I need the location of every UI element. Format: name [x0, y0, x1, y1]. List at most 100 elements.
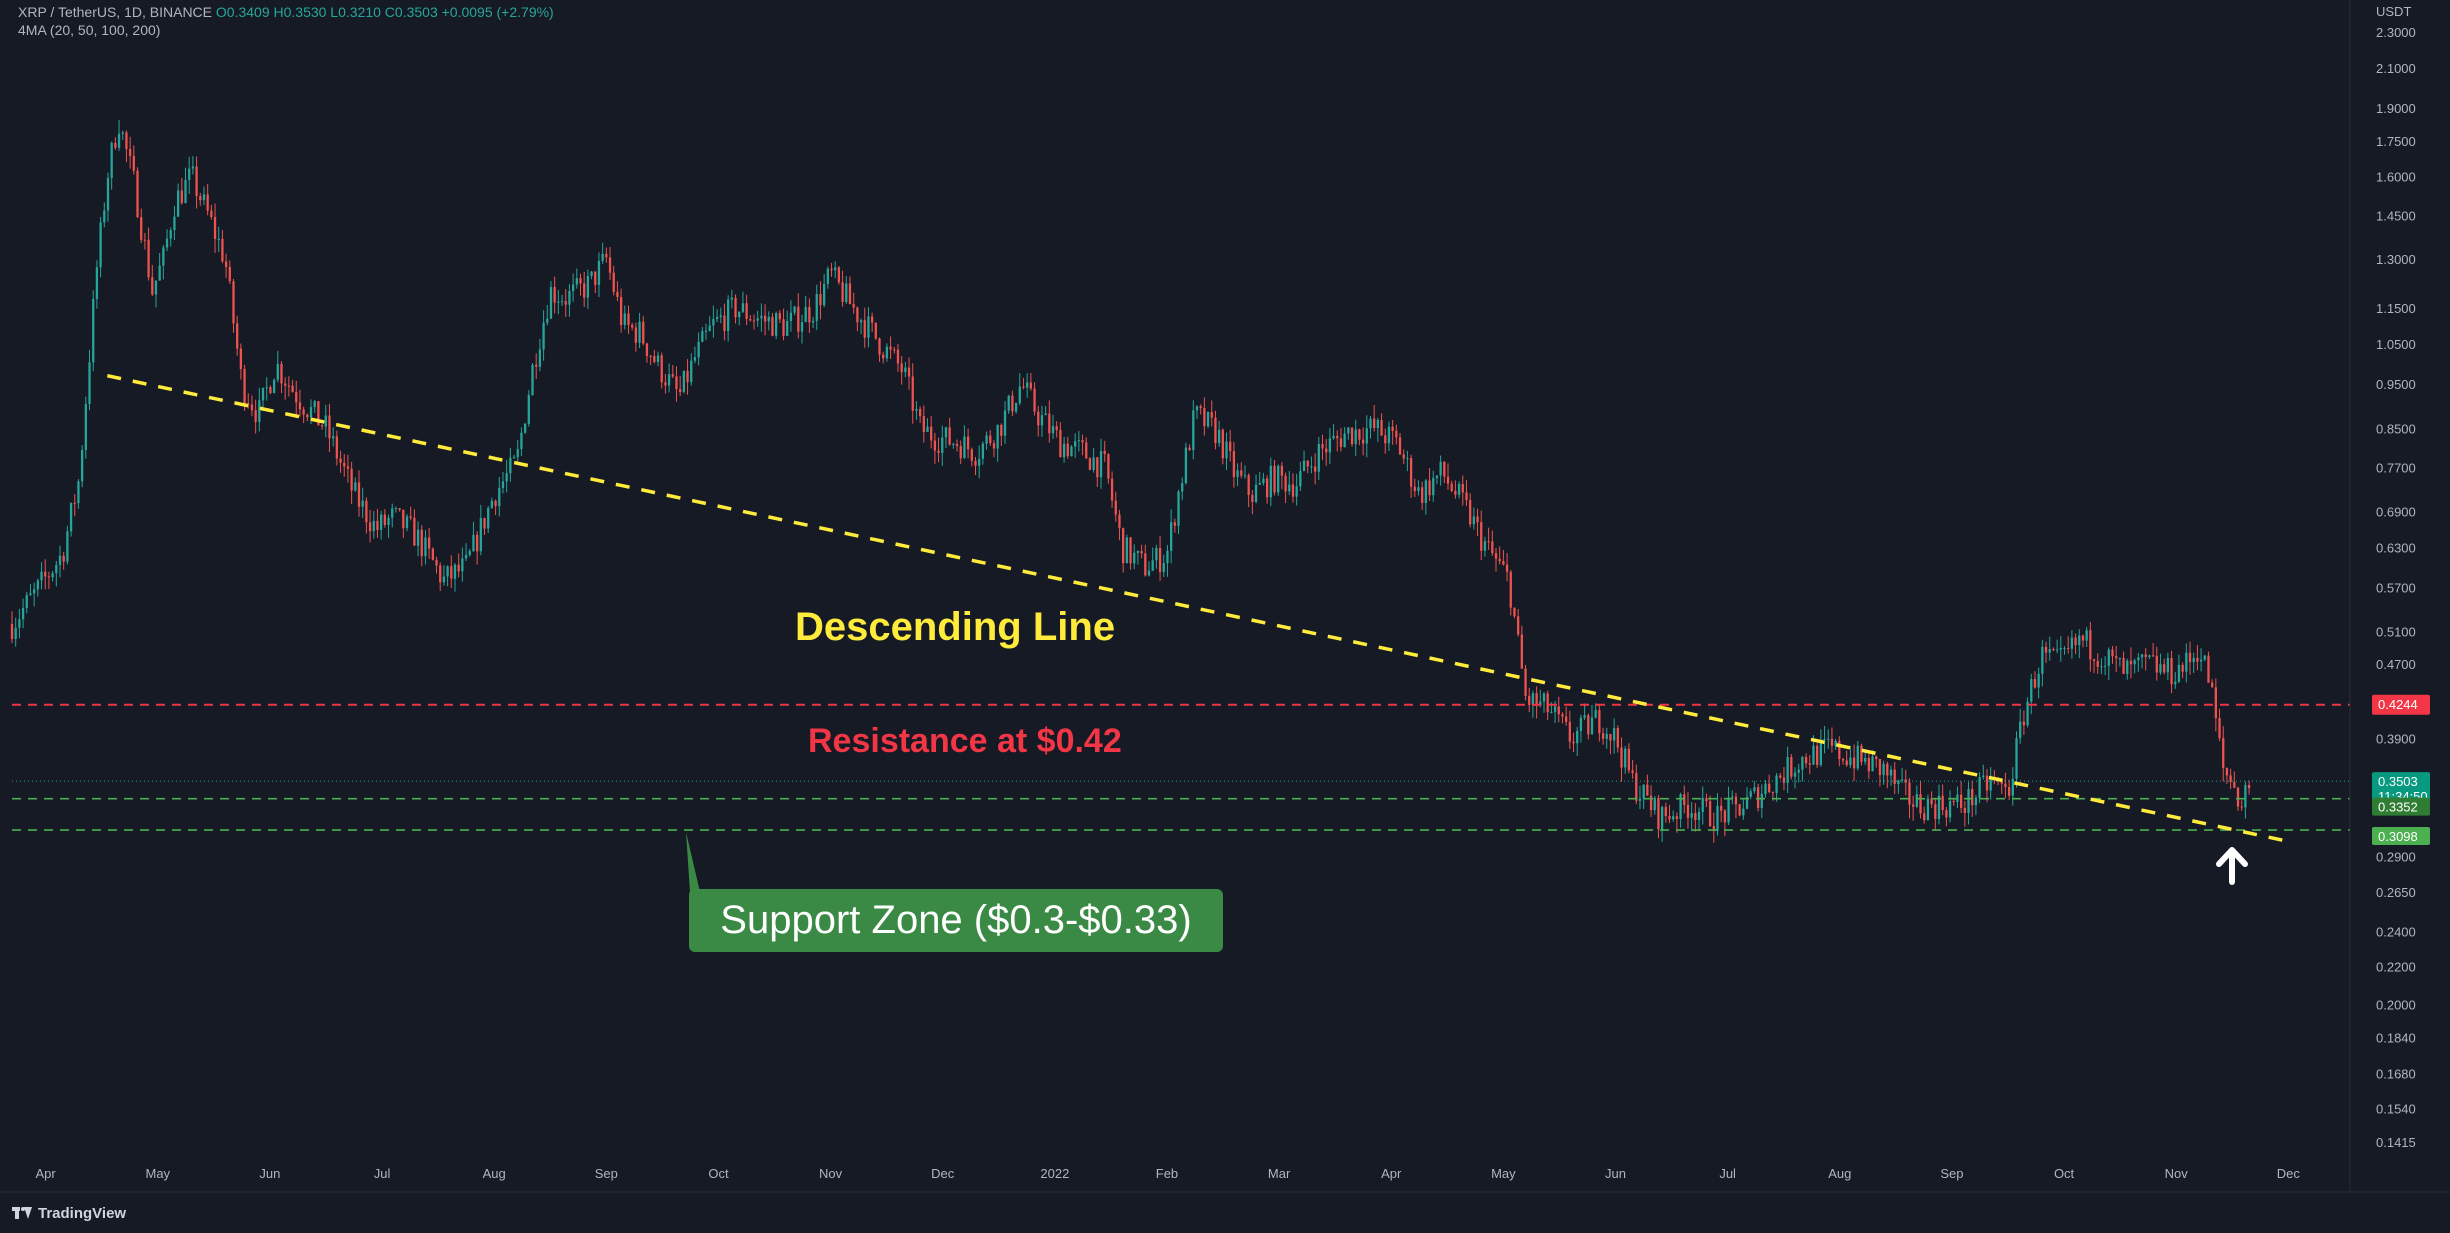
y-tick-label: 0.5700: [2376, 580, 2416, 595]
candle: [2163, 658, 2166, 675]
candle-body: [1915, 794, 1918, 807]
candle: [1945, 806, 1948, 827]
candle-body: [2115, 656, 2118, 659]
candle: [428, 527, 431, 559]
candle-body: [1003, 410, 1007, 436]
candle-body: [697, 341, 700, 358]
candle: [616, 281, 619, 302]
candle-body: [612, 272, 615, 292]
candle-body: [1583, 715, 1586, 718]
candle: [1088, 457, 1092, 471]
candle: [103, 202, 106, 228]
candle: [2078, 629, 2081, 659]
candle: [33, 582, 36, 607]
candle: [867, 307, 870, 348]
candle: [1948, 790, 1952, 823]
candle: [14, 617, 17, 647]
candle-body: [2074, 637, 2077, 646]
candle: [760, 303, 763, 332]
candle-body: [1841, 758, 1845, 761]
candle: [1195, 405, 1199, 419]
candle: [1003, 401, 1007, 444]
candle: [778, 310, 781, 323]
candle-body: [1963, 807, 1966, 814]
candle: [106, 172, 110, 222]
candle: [2048, 636, 2051, 661]
candle: [553, 276, 556, 314]
symbol-legend[interactable]: XRP / TetherUS, 1D, BINANCE O0.3409 H0.3…: [18, 4, 554, 20]
candle-body: [1048, 413, 1051, 434]
candle: [365, 497, 368, 534]
candle: [51, 571, 54, 582]
candle: [653, 349, 656, 364]
candle: [1590, 704, 1594, 735]
candle-body: [1945, 810, 1948, 818]
candle-body: [2026, 701, 2029, 726]
candle-body: [1631, 770, 1634, 773]
candle: [701, 326, 704, 343]
candle: [1561, 712, 1564, 724]
candle: [1505, 553, 1509, 582]
candle: [752, 314, 756, 330]
candle: [99, 216, 102, 278]
candle: [948, 417, 951, 446]
candle: [789, 300, 793, 332]
indicator-legend[interactable]: 4MA (20, 50, 100, 200): [18, 22, 161, 38]
candle: [291, 379, 294, 393]
candle: [1930, 791, 1933, 809]
candle: [25, 591, 28, 614]
candle-body: [941, 437, 944, 453]
candle-body: [143, 239, 147, 241]
candle-body: [154, 280, 158, 295]
candle-body: [1421, 487, 1424, 503]
candle-body: [428, 537, 431, 549]
candle-body: [1384, 435, 1387, 444]
candle: [1236, 463, 1239, 487]
candle-body: [269, 387, 272, 394]
candle-body: [2236, 787, 2240, 807]
candle: [981, 441, 985, 465]
symbol-info[interactable]: XRP / TetherUS, 1D, BINANCE: [18, 4, 212, 20]
x-tick-label: Jul: [1719, 1166, 1736, 1181]
support-callout-box: [689, 889, 1223, 952]
candle-body: [1579, 717, 1583, 731]
candle: [2011, 767, 2014, 806]
y-tick-label: 0.7700: [2376, 461, 2416, 476]
candle-body: [1509, 571, 1512, 608]
candle-body: [1365, 428, 1368, 444]
candle: [136, 167, 139, 219]
candle-body: [1705, 798, 1708, 802]
candle: [2041, 639, 2044, 687]
resistance-price-badge: 0.4244: [2372, 694, 2430, 715]
support-zone-callout[interactable]: Support Zone ($0.3-$0.33): [686, 832, 1223, 952]
candle: [199, 192, 202, 206]
candle-body: [1454, 490, 1457, 495]
candle-body: [498, 488, 501, 507]
candle-body: [2214, 687, 2217, 719]
descending-trendline[interactable]: [106, 373, 2284, 842]
candle-body: [1162, 563, 1165, 573]
candle: [1509, 569, 1512, 616]
tradingview-brand[interactable]: TradingView: [12, 1203, 126, 1223]
candle-body: [169, 230, 172, 239]
candle-body: [1612, 728, 1616, 741]
candle: [1026, 373, 1029, 398]
candle: [1217, 420, 1221, 447]
candle: [66, 525, 69, 565]
candle: [1339, 428, 1343, 452]
candle: [863, 307, 866, 348]
candle-body: [930, 426, 933, 441]
candle-body: [1542, 693, 1546, 702]
x-tick-label: Sep: [595, 1166, 618, 1181]
candle-body: [959, 445, 962, 459]
candle: [2100, 658, 2103, 675]
candle-body: [1856, 745, 1859, 769]
candle-body: [324, 415, 327, 427]
candle: [922, 405, 925, 443]
candle-body: [442, 576, 446, 583]
candle-body: [859, 320, 863, 323]
candle: [1406, 450, 1409, 472]
candle: [2092, 658, 2096, 674]
